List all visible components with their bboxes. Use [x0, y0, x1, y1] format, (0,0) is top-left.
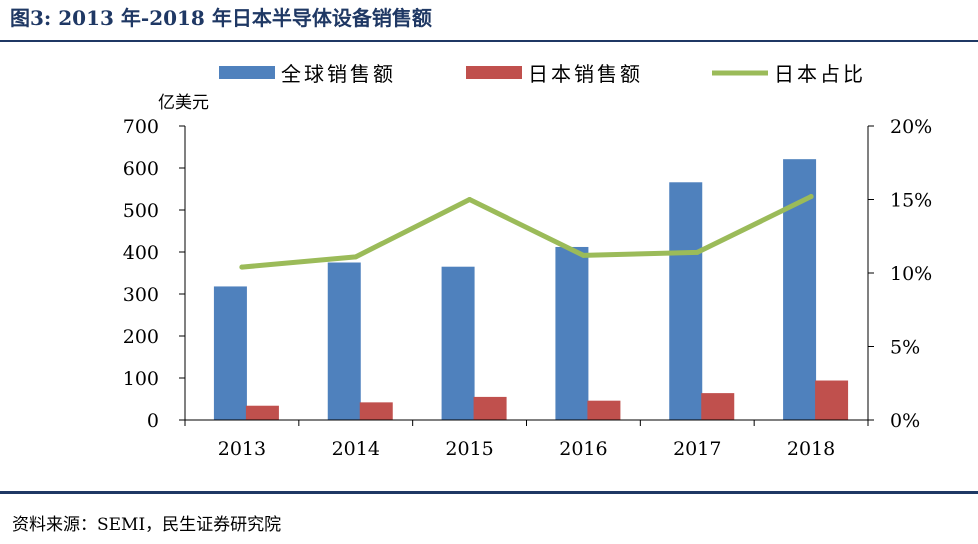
figure-title: 图3: 2013 年-2018 年日本半导体设备销售额 — [10, 6, 432, 30]
y-right-tick-label: 0% — [890, 410, 920, 432]
y-left-tick-label: 0 — [147, 410, 159, 432]
legend-item: 日本销售额 — [466, 62, 643, 86]
x-tick-label: 2015 — [445, 438, 493, 460]
x-tick-label: 2014 — [332, 438, 380, 460]
bar-series — [213, 159, 849, 420]
bar-global — [327, 262, 361, 420]
legend-swatch — [466, 66, 522, 79]
y-left-unit-label: 亿美元 — [158, 93, 209, 113]
title-rule — [0, 40, 978, 42]
line-series — [239, 194, 814, 270]
legend-label: 全球销售额 — [281, 62, 396, 86]
bar-japan — [815, 380, 849, 420]
line-point — [239, 264, 245, 270]
bar-global — [441, 266, 475, 420]
x-tick-label: 2018 — [787, 438, 835, 460]
bar-global — [213, 286, 247, 420]
x-tick-label: 2016 — [559, 438, 607, 460]
y-right-tick-label: 15% — [890, 190, 932, 212]
bar-japan — [701, 393, 735, 420]
y-left-tick-label: 600 — [123, 158, 159, 180]
legend-item: 全球销售额 — [219, 62, 396, 86]
x-tick-label: 2013 — [218, 438, 266, 460]
y-right-tick-label: 10% — [890, 263, 932, 285]
y-left-tick-label: 300 — [123, 284, 159, 306]
legend-label: 日本占比 — [774, 62, 866, 86]
legend-label: 日本销售额 — [528, 62, 643, 86]
source-note: 资料来源：SEMI，民生证券研究院 — [12, 515, 282, 535]
bar-japan — [245, 405, 279, 420]
bar-global — [669, 182, 703, 420]
y-right-tick-label: 20% — [890, 116, 932, 138]
bar-japan — [473, 396, 507, 420]
y-left-tick-label: 500 — [123, 200, 159, 222]
legend: 全球销售额 日本销售额 日本占比 — [219, 62, 866, 86]
line-point — [580, 252, 586, 258]
y-left-axis: 0 100 200 300 400 500 600 700 — [123, 116, 186, 432]
chart: 全球销售额 日本销售额 日本占比 亿美元 0 100 200 300 400 500 600 70… — [123, 62, 933, 460]
y-left-tick-label: 700 — [123, 116, 159, 138]
legend-swatch — [219, 66, 275, 79]
legend-item: 日本占比 — [712, 62, 866, 86]
line-point — [694, 249, 700, 255]
source-rule — [0, 491, 978, 494]
y-left-tick-label: 400 — [123, 242, 159, 264]
line-japan-share — [239, 194, 814, 270]
bar-japan — [359, 402, 393, 420]
y-right-axis: 0% 5% 10% 15% 20% — [867, 116, 932, 432]
line-point — [353, 254, 359, 260]
y-left-tick-label: 100 — [123, 368, 159, 390]
x-tick-label: 2017 — [673, 438, 721, 460]
line-point — [808, 194, 814, 200]
bar-global — [555, 246, 589, 420]
y-left-tick-label: 200 — [123, 326, 159, 348]
x-axis: 2013 2014 2015 2016 2017 2018 — [184, 419, 869, 460]
bar-japan — [587, 400, 621, 420]
y-right-tick-label: 5% — [890, 337, 920, 359]
line-point — [467, 197, 473, 202]
